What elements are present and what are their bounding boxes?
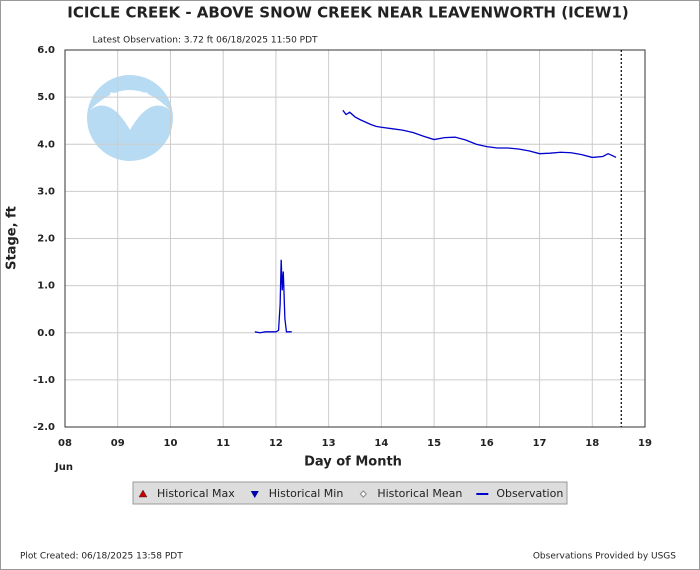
x-tick-label: 08 <box>58 438 72 449</box>
legend <box>132 481 568 505</box>
series-line <box>254 109 617 334</box>
x-axis-sublabel: Jun <box>54 462 73 473</box>
legend-marker <box>250 491 259 498</box>
x-tick-label: 14 <box>374 438 388 449</box>
x-tick-label: 09 <box>111 438 125 449</box>
y-tick-label: -1.0 <box>33 375 55 386</box>
x-tick-label: 10 <box>163 438 177 449</box>
subtitle: Latest Observation: 3.72 ft 06/18/2025 1… <box>92 36 318 46</box>
plot-border <box>64 49 646 428</box>
legend-label: Historical Mean <box>377 487 462 500</box>
legend-label: Historical Max <box>157 487 235 500</box>
x-tick-label: 17 <box>533 438 547 449</box>
x-tick-label: 13 <box>322 438 336 449</box>
y-axis-title: Stage, ft <box>5 206 20 270</box>
legend-marker <box>359 490 368 498</box>
legend-marker <box>138 489 148 498</box>
x-tick-label: 16 <box>480 438 494 449</box>
y-tick-label: 6.0 <box>37 45 55 56</box>
y-tick-label: 5.0 <box>37 92 55 103</box>
y-tick-label: 2.0 <box>37 234 55 245</box>
x-tick-label: 19 <box>638 438 652 449</box>
chart-title: ICICLE CREEK - ABOVE SNOW CREEK NEAR LEA… <box>67 4 629 22</box>
logo-text: NOAA <box>109 92 151 107</box>
y-tick-label: 3.0 <box>37 186 55 197</box>
y-tick-label: -2.0 <box>33 422 55 433</box>
footer-left: Plot Created: 06/18/2025 13:58 PDT <box>20 552 183 562</box>
x-tick-label: 18 <box>585 438 599 449</box>
logo: NOAA <box>87 75 173 161</box>
y-tick-label: 4.0 <box>37 139 55 150</box>
legend-label: Historical Min <box>269 487 344 500</box>
x-tick-label: 15 <box>427 438 441 449</box>
x-tick-label: 12 <box>269 438 283 449</box>
y-tick-label: 0.0 <box>37 328 55 339</box>
x-axis-title: Day of Month <box>304 455 402 470</box>
y-tick-label: 1.0 <box>37 281 55 292</box>
footer-right: Observations Provided by USGS <box>533 552 676 562</box>
legend-label: Observation <box>496 487 563 500</box>
x-tick-label: 11 <box>216 438 230 449</box>
